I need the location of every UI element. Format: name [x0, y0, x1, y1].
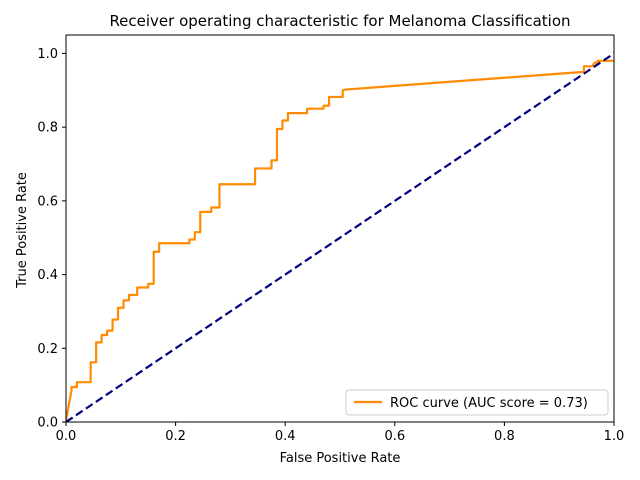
y-axis-label: True Positive Rate — [15, 172, 30, 289]
x-tick-label: 1.0 — [604, 429, 625, 444]
legend: ROC curve (AUC score = 0.73) — [345, 389, 609, 416]
x-tick-label: 0.4 — [275, 429, 296, 444]
y-tick-label: 0.0 — [37, 416, 58, 431]
y-tick-label: 0.2 — [37, 342, 58, 357]
axes-frame — [65, 34, 615, 423]
x-tick-label: 0.6 — [384, 429, 405, 444]
x-tick-label: 0.2 — [165, 429, 186, 444]
roc-curve-line — [66, 59, 614, 422]
y-tick-label: 0.8 — [37, 121, 58, 136]
axis-ticks: 0.0 0.2 0.4 0.6 0.8 1.0 0.0 0.2 0.4 0.6 0.8 1.0 — [37, 47, 624, 444]
x-tick-label: 0.0 — [56, 429, 77, 444]
legend-box — [345, 389, 609, 416]
x-axis-label: False Positive Rate — [280, 451, 401, 466]
y-tick-label: 0.6 — [37, 194, 58, 209]
y-tick-label: 1.0 — [37, 47, 58, 62]
legend-entry-roc: ROC curve (AUC score = 0.73) — [390, 396, 588, 411]
plot-area — [65, 34, 615, 423]
chart-title: Receiver operating characteristic for Me… — [109, 12, 570, 30]
x-tick-label: 0.8 — [494, 429, 515, 444]
y-tick-label: 0.4 — [37, 268, 58, 283]
chance-diagonal-line — [66, 52, 614, 422]
